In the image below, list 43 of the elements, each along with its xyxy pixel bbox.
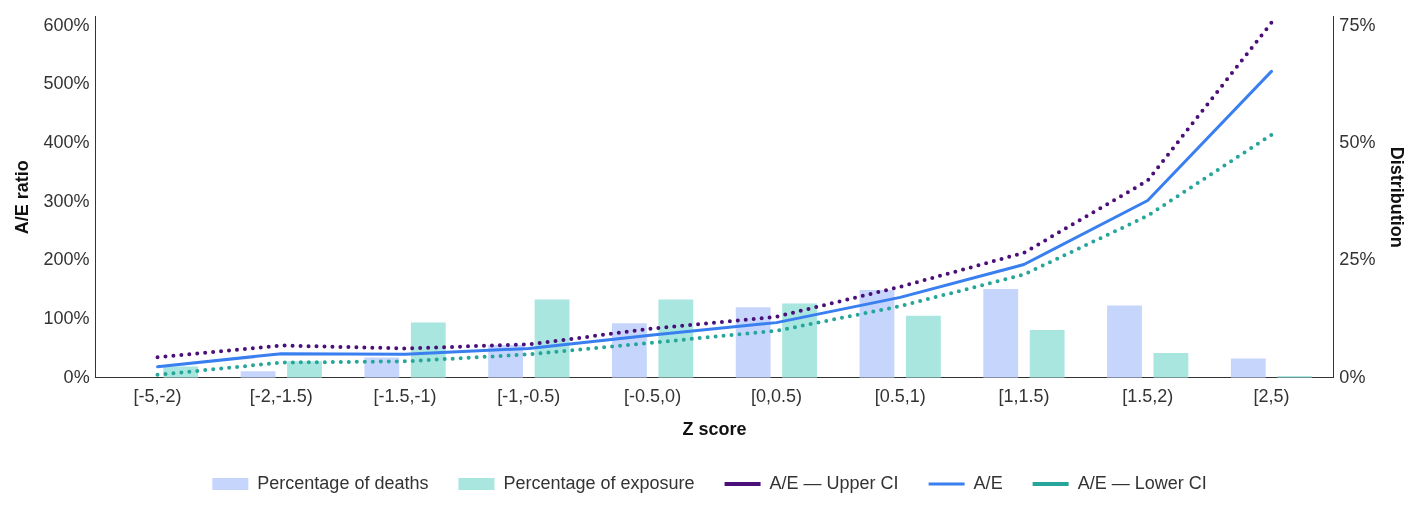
bar <box>1153 352 1189 378</box>
y-tick-label: 100% <box>43 308 90 329</box>
bar <box>905 315 941 378</box>
y-tick-label: 500% <box>43 73 90 94</box>
bar <box>859 289 895 378</box>
x-tick-label: [-1,-0.5) <box>497 385 561 406</box>
x-axis-title: Z score <box>682 419 747 440</box>
bar <box>782 303 818 378</box>
bar <box>1029 329 1065 378</box>
bar <box>287 361 322 378</box>
y-tick-label: 300% <box>43 190 90 211</box>
x-tick-label: [1.5,2) <box>1122 385 1174 406</box>
bar <box>735 307 771 378</box>
line-series <box>155 132 1274 377</box>
y-axis-title: A/E ratio <box>11 160 32 235</box>
legend-label: Percentage of exposure <box>503 472 695 493</box>
bar <box>658 299 694 378</box>
x-tick-label: [-0.5,0) <box>624 385 682 406</box>
bar <box>1107 305 1142 378</box>
y-tick-label: 0% <box>63 366 90 387</box>
x-tick-label: [-1.5,-1) <box>373 385 437 406</box>
y-tick-label: 400% <box>43 131 90 152</box>
y2-tick-label: 50% <box>1339 131 1376 152</box>
x-tick-label: [0,0.5) <box>750 385 802 406</box>
bar <box>534 299 570 378</box>
x-tick-label: [2,5) <box>1253 385 1290 406</box>
legend-label: Percentage of deaths <box>257 472 429 493</box>
y2-tick-label: 0% <box>1339 366 1366 387</box>
x-tick-label: [-5,-2) <box>133 385 182 406</box>
bar <box>983 289 1019 378</box>
legend-label: A/E <box>973 472 1003 493</box>
legend-label: A/E — Lower CI <box>1077 472 1207 493</box>
bar <box>1230 358 1266 378</box>
legend-label: A/E — Upper CI <box>769 472 899 493</box>
y-tick-label: 600% <box>43 14 90 35</box>
x-tick-label: [1,1.5) <box>998 385 1050 406</box>
x-tick-label: [0.5,1) <box>874 385 926 406</box>
x-tick-label: [-2,-1.5) <box>249 385 313 406</box>
line-series <box>155 20 1274 360</box>
y2-tick-label: 75% <box>1339 14 1376 35</box>
y2-axis-title: Distribution <box>1387 146 1408 248</box>
y-tick-label: 200% <box>43 249 90 270</box>
y2-tick-label: 25% <box>1339 249 1376 270</box>
